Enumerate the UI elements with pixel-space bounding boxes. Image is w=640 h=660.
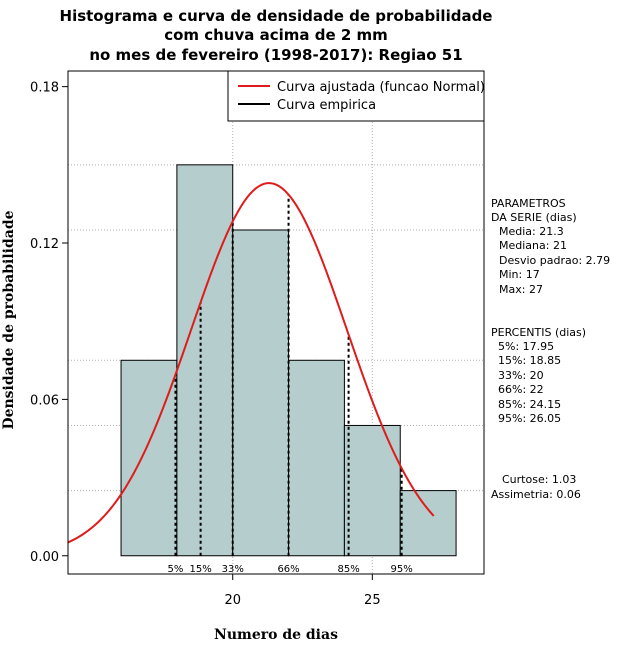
stat-curtose: Curtose: 1.03 xyxy=(502,473,576,486)
stat-desvio: Desvio padrao: 2.79 xyxy=(499,254,610,267)
y-tick-label: 0.06 xyxy=(30,393,59,408)
percentile-label: 15% xyxy=(190,564,212,575)
percentis-title: PERCENTIS (dias) xyxy=(491,326,586,339)
histogram-bar xyxy=(399,490,457,557)
statistics-panel: PARAMETROS DA SERIE (dias) Media: 21.3 M… xyxy=(491,197,610,501)
x-tick-label: 25 xyxy=(364,593,381,608)
stat-max: Max: 27 xyxy=(499,283,543,296)
percentile-label: 33% xyxy=(222,564,244,575)
percentile-lines: 5% 15% 33% 66% 85% 95% xyxy=(168,194,413,575)
stat-mediana: Mediana: 21 xyxy=(499,239,567,252)
legend-label-empirical: Curva empirica xyxy=(277,98,376,113)
y-tick-label: 0.12 xyxy=(30,237,59,252)
x-tick-label: 20 xyxy=(224,593,241,608)
y-tick-label: 0.00 xyxy=(30,550,59,565)
stat-p66: 66%: 22 xyxy=(498,383,544,396)
histogram-bar xyxy=(232,229,290,557)
stat-p5: 5%: 17.95 xyxy=(498,340,554,353)
axes: 0.00 0.06 0.12 0.18 20 25 xyxy=(30,81,381,608)
stat-min: Min: 17 xyxy=(499,268,540,281)
percentile-label: 85% xyxy=(337,564,359,575)
stat-p15: 15%: 18.85 xyxy=(498,354,561,367)
stat-p33: 33%: 20 xyxy=(498,369,544,382)
normal-curve xyxy=(67,182,435,544)
percentile-label: 95% xyxy=(391,564,413,575)
percentile-label: 5% xyxy=(168,564,184,575)
histogram-bar xyxy=(120,359,178,557)
legend-label-normal: Curva ajustada (funcao Normal) xyxy=(277,80,485,95)
chart-title-line2: com chuva acima de 2 mm xyxy=(164,26,388,44)
stat-p95: 95%: 26.05 xyxy=(498,412,561,425)
chart-title-line3: no mes de fevereiro (1998-2017): Regiao … xyxy=(89,46,462,64)
legend: Curva ajustada (funcao Normal) Curva emp… xyxy=(227,70,485,122)
percentile-label: 66% xyxy=(277,564,299,575)
params-title-1: PARAMETROS xyxy=(491,197,566,210)
chart-title-line1: Histograma e curva de densidade de proba… xyxy=(60,7,493,25)
params-title-2: DA SERIE (dias) xyxy=(491,211,577,224)
y-tick-label: 0.18 xyxy=(30,81,59,96)
stat-assimetria: Assimetria: 0.06 xyxy=(491,488,581,501)
x-axis-title: Numero de dias xyxy=(214,627,338,643)
legend-box xyxy=(227,70,485,122)
y-axis-title: Densidade de probabilidade xyxy=(1,210,17,429)
histogram-bar xyxy=(343,424,401,557)
histogram-bar xyxy=(176,164,234,557)
histogram-bar xyxy=(288,359,345,557)
stat-media: Media: 21.3 xyxy=(499,225,564,238)
stat-p85: 85%: 24.15 xyxy=(498,398,561,411)
normal-curve-layer xyxy=(67,182,435,544)
